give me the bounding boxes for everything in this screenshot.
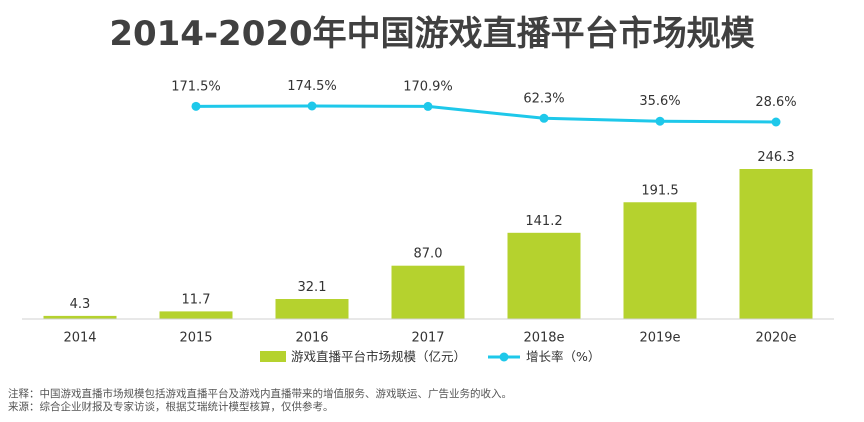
x-tick-label-2014: 2014: [63, 331, 96, 346]
bar-2016: [275, 299, 349, 319]
bar-2018e: [507, 232, 581, 319]
growth-point-2016: [307, 101, 317, 111]
legend-marker-growth: [499, 352, 509, 362]
bar-2020e: [739, 169, 813, 319]
legend-swatch-market-size: [260, 351, 286, 362]
bar-2015: [159, 311, 233, 319]
x-tick-label-2016: 2016: [295, 331, 328, 346]
growth-label-2015: 171.5%: [171, 79, 221, 94]
growth-point-2017: [423, 101, 433, 111]
bar-value-label-2020e: 246.3: [757, 150, 794, 165]
x-tick-label-2020e: 2020e: [755, 331, 796, 346]
bar-2017: [391, 265, 465, 319]
note-text: 注释：中国游戏直播市场规模包括游戏直播平台及游戏内直播带来的增值服务、游戏联运、…: [8, 388, 512, 400]
growth-point-2019e: [655, 116, 665, 126]
growth-rate-line: [195, 104, 777, 124]
footnotes: 注释：中国游戏直播市场规模包括游戏直播平台及游戏内直播带来的增值服务、游戏联运、…: [8, 388, 512, 414]
growth-point-2015: [191, 101, 201, 111]
source-text: 来源：综合企业财报及专家访谈，根据艾瑞统计模型核算，仅供参考。: [8, 401, 334, 413]
x-tick-label-2017: 2017: [411, 331, 444, 346]
x-tick-label-2015: 2015: [179, 331, 212, 346]
bar-2014: [43, 315, 117, 319]
growth-point-2020e: [771, 117, 781, 127]
bar-value-label-2019e: 191.5: [641, 183, 678, 198]
chart-title: 2014-2020年中国游戏直播平台市场规模: [109, 14, 755, 54]
bar-value-label-2017: 87.0: [414, 247, 443, 262]
growth-label-2018e: 62.3%: [523, 91, 564, 106]
x-tick-label-2019e: 2019e: [639, 331, 680, 346]
growth-label-2019e: 35.6%: [639, 94, 680, 109]
bar-line-chart: 4.3 2014 11.7 2015 32.1 2016 87.0 2017 141.2 2018…: [22, 79, 834, 364]
bar-value-label-2014: 4.3: [70, 297, 91, 312]
growth-label-2020e: 28.6%: [755, 95, 796, 110]
x-tick-label-2018e: 2018e: [523, 331, 564, 346]
growth-label-2017: 170.9%: [403, 79, 453, 94]
bar-value-label-2016: 32.1: [298, 280, 327, 295]
bar-value-label-2015: 11.7: [182, 292, 211, 307]
bar-2019e: [623, 202, 697, 319]
legend-label-market-size: 游戏直播平台市场规模（亿元）: [291, 349, 466, 364]
legend-label-growth: 增长率（%）: [526, 349, 600, 364]
growth-label-2016: 174.5%: [287, 79, 337, 94]
bar-value-label-2018e: 141.2: [525, 214, 562, 229]
growth-point-2018e: [539, 113, 549, 123]
